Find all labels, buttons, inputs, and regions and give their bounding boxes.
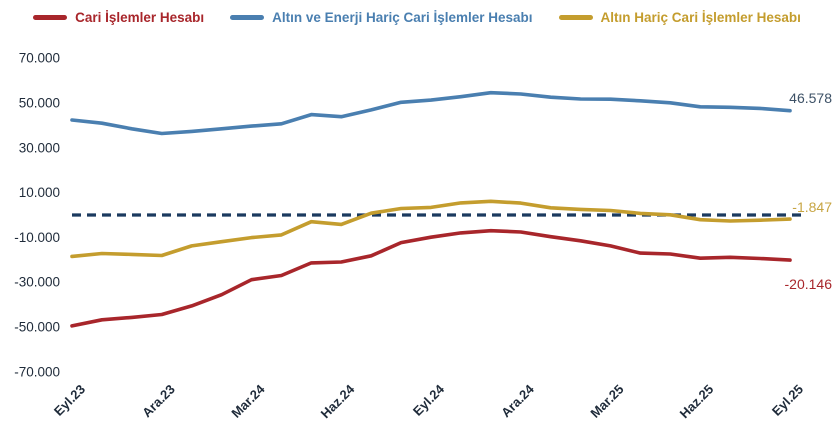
y-axis-tick-label: 50.000 (19, 96, 60, 111)
legend-line-swatch-red (33, 15, 68, 20)
series-end-value-label: -1.847 (792, 199, 832, 215)
x-axis-tick-label: Ara.24 (498, 381, 537, 420)
chart-legend: Cari İşlemler Hesabı Altın ve Enerji Har… (0, 10, 834, 25)
y-axis-tick-label: -70.000 (14, 364, 60, 379)
series-end-value-label: -20.146 (785, 276, 833, 292)
x-axis-tick-label: Eyl.24 (410, 381, 448, 419)
legend-item-altin-ve-enerji-haric: Altın ve Enerji Hariç Cari İşlemler Hesa… (230, 10, 533, 25)
x-axis-tick-label: Mar.24 (228, 381, 268, 421)
y-axis-tick-label: -50.000 (14, 320, 60, 335)
legend-line-swatch-gold (558, 15, 593, 20)
series-line-2 (70, 199, 792, 259)
legend-label: Altın Hariç Cari İşlemler Hesabı (600, 10, 801, 25)
x-axis-tick-label: Eyl.23 (51, 382, 88, 419)
x-axis-tick-label: Haz.25 (677, 382, 717, 422)
series-end-value-label: 46.578 (789, 90, 832, 106)
legend-item-altin-haric: Altın Hariç Cari İşlemler Hesabı (558, 10, 801, 25)
legend-item-cari-islemler: Cari İşlemler Hesabı (33, 10, 204, 25)
series-line-0 (70, 228, 792, 328)
legend-label: Cari İşlemler Hesabı (75, 10, 205, 25)
x-axis-tick-label: Eyl.25 (769, 382, 806, 419)
legend-label: Altın ve Enerji Hariç Cari İşlemler Hesa… (272, 10, 533, 25)
y-axis-tick-label: 70.000 (19, 51, 60, 66)
x-axis-tick-label: Haz.24 (318, 381, 358, 421)
y-axis-tick-label: 30.000 (19, 140, 60, 155)
x-axis-tick-label: Mar.25 (587, 382, 626, 421)
series-line-1 (70, 90, 792, 136)
y-axis-tick-label: 10.000 (19, 185, 60, 200)
y-axis-tick-label: -10.000 (14, 230, 60, 245)
x-axis-tick-label: Ara.23 (139, 382, 178, 421)
y-axis-tick-label: -30.000 (14, 275, 60, 290)
legend-line-swatch-blue (230, 15, 265, 20)
